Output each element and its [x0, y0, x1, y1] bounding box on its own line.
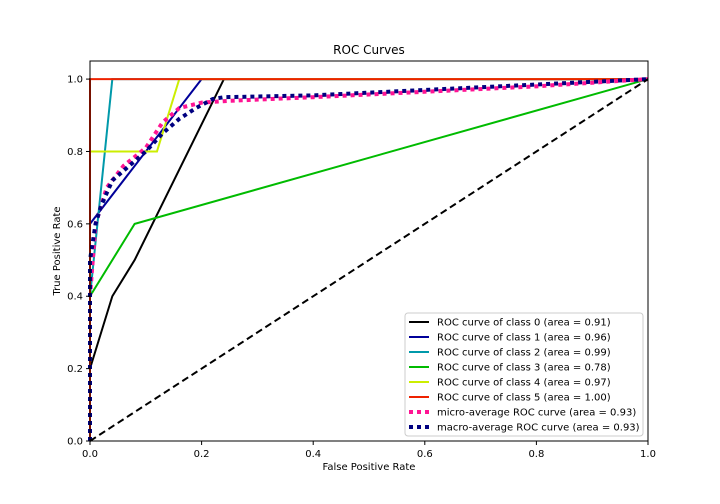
x-tick-label: 0.8 [528, 449, 544, 460]
y-tick-label: 0.2 [67, 364, 83, 375]
legend-entry: ROC curve of class 0 (area = 0.91) [437, 318, 611, 329]
x-tick-label: 0.6 [417, 449, 433, 460]
legend-entry: ROC curve of class 4 (area = 0.97) [437, 378, 611, 389]
legend-box [404, 312, 644, 437]
legend-entry: micro-average ROC curve (area = 0.93) [437, 408, 636, 419]
y-tick-label: 0.8 [67, 147, 83, 158]
y-axis-label: True Positive Rate [52, 206, 63, 296]
legend-entry: ROC curve of class 1 (area = 0.96) [437, 333, 611, 344]
legend-entry: macro-average ROC curve (area = 0.93) [437, 423, 640, 434]
chart-title: ROC Curves [333, 43, 405, 57]
legend: ROC curve of class 0 (area = 0.91) ROC cu… [404, 312, 644, 437]
x-axis: 0.0 0.2 0.4 0.6 0.8 1.0 [82, 441, 656, 460]
x-tick-label: 1.0 [640, 449, 656, 460]
series-line-6 [88, 77, 649, 441]
x-axis-label: False Positive Rate [323, 462, 416, 473]
y-axis: 0.0 0.2 0.4 0.6 0.8 1.0 [67, 75, 90, 448]
series-line-7 [88, 77, 649, 441]
legend-entry: ROC curve of class 2 (area = 0.99) [437, 348, 611, 359]
plot-frame [89, 60, 649, 442]
x-tick-label: 0.2 [194, 449, 210, 460]
y-tick-label: 0.6 [67, 219, 83, 230]
y-tick-label: 0.4 [67, 292, 83, 303]
x-tick-label: 0.4 [305, 449, 321, 460]
legend-entry: ROC curve of class 5 (area = 1.00) [437, 393, 611, 404]
y-tick-label: 0.0 [67, 437, 83, 448]
x-tick-label: 0.0 [82, 449, 98, 460]
legend-entry: ROC curve of class 3 (area = 0.78) [437, 363, 611, 374]
chance-diagonal-line [89, 78, 649, 442]
y-tick-label: 1.0 [67, 75, 83, 86]
